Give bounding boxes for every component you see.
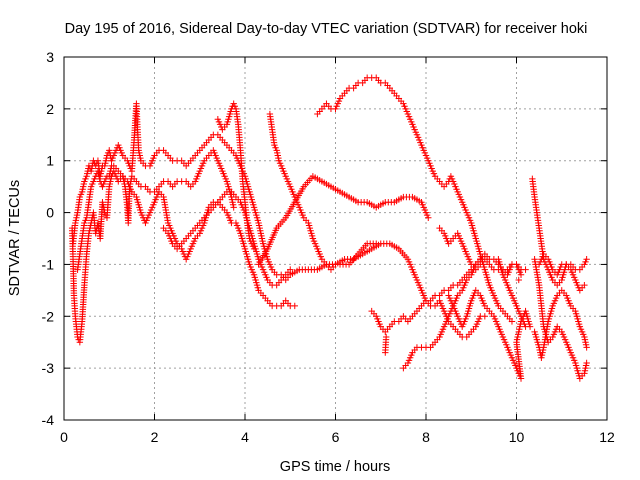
series-sat-g	[255, 173, 432, 268]
y-tick-label: -2	[42, 308, 55, 324]
plot-frame	[63, 56, 608, 421]
x-tick-label: 8	[422, 429, 430, 445]
series-sat-m	[445, 287, 534, 382]
data-point	[581, 281, 588, 289]
y-tick-label: 2	[46, 101, 54, 117]
data-point	[583, 256, 590, 263]
x-tick-label: 12	[599, 429, 615, 445]
series-sat-e	[214, 100, 258, 253]
data-point	[583, 344, 590, 351]
data-point	[481, 313, 489, 320]
chart-title: Day 195 of 2016, Sidereal Day-to-day VTE…	[65, 21, 588, 37]
x-tick-label: 2	[151, 429, 159, 445]
series-sat-q	[531, 287, 590, 361]
x-axis-label: GPS time / hours	[280, 459, 390, 475]
series-sat-r	[535, 250, 588, 294]
data-point	[425, 214, 432, 221]
x-tick-label: 10	[509, 429, 525, 445]
data-point	[508, 318, 516, 325]
y-tick-label: 1	[46, 153, 54, 169]
data-point	[250, 245, 258, 253]
x-tick-label: 6	[332, 429, 340, 445]
data-point	[522, 266, 529, 273]
data-point	[382, 333, 390, 341]
series-sat-c	[74, 147, 237, 273]
y-tick-label: 3	[46, 49, 54, 65]
data-point	[291, 302, 298, 310]
data-point	[287, 266, 294, 273]
data-points	[68, 74, 590, 382]
series-sat-f	[266, 110, 380, 273]
data-point	[583, 359, 590, 367]
y-tick-label: -4	[42, 412, 55, 428]
y-tick-label: 0	[46, 205, 54, 221]
series-sat-a	[68, 167, 298, 346]
series-sat-n	[495, 256, 529, 330]
data-point	[522, 323, 529, 330]
x-tick-label: 4	[241, 429, 249, 445]
data-point	[515, 276, 522, 284]
data-point	[230, 204, 237, 211]
series-sat-k	[382, 333, 390, 356]
y-tick-label: -1	[42, 256, 55, 272]
x-tick-label: 0	[60, 429, 68, 445]
series-sat-h	[314, 74, 516, 325]
y-axis-label: SDTVAR / TECUs	[7, 180, 23, 296]
y-tick-label: -3	[42, 360, 55, 376]
data-point	[373, 240, 380, 247]
